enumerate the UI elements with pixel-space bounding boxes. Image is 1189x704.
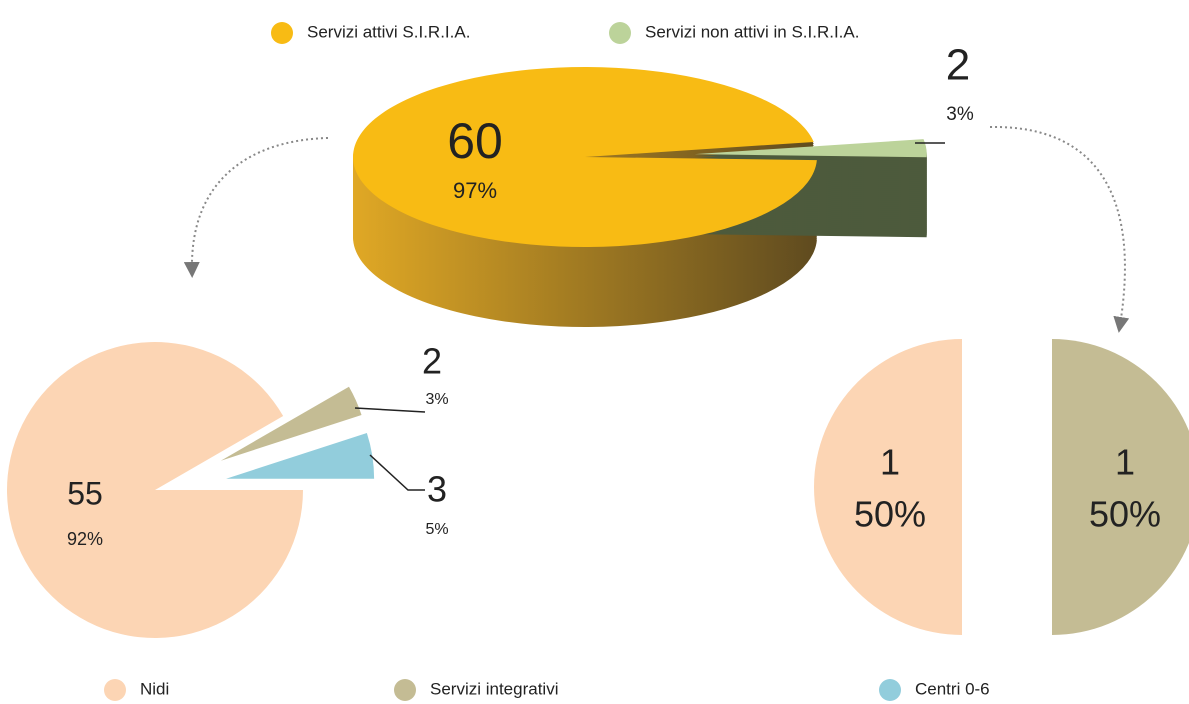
legend-swatch [609, 22, 631, 44]
pie-slice [694, 139, 927, 158]
pie-slice [814, 339, 962, 635]
legend-label: Servizi attivi S.I.R.I.A. [307, 22, 470, 41]
legend-swatch [394, 679, 416, 701]
arrow [183, 137, 329, 278]
percentage-label: 5% [425, 521, 448, 538]
legend-swatch [271, 22, 293, 44]
legend-label: Centri 0-6 [915, 679, 990, 698]
percentage-label: 97% [453, 178, 497, 203]
value-label: 1 [880, 442, 900, 483]
value-label: 3 [427, 469, 447, 510]
arrow [989, 125, 1130, 333]
value-label: 2 [946, 41, 970, 90]
leader-line [354, 407, 426, 413]
percentage-label: 3% [946, 104, 974, 125]
percentage-label: 3% [425, 391, 448, 408]
legend-swatch [104, 679, 126, 701]
percentage-label: 50% [1089, 494, 1161, 535]
pie-slice [220, 386, 362, 461]
value-label: 1 [1115, 442, 1135, 483]
legend-swatch [879, 679, 901, 701]
pie-slice [353, 66, 817, 247]
pie-slice [226, 433, 375, 479]
charts: 60 97% 2 3% Servizi attivi S.I.R.I.A. Servizi… [6, 22, 1189, 701]
leader-line [369, 454, 425, 491]
percentage-label: 92% [67, 529, 103, 549]
legend-label: Servizi non attivi in S.I.R.I.A. [645, 22, 859, 41]
pie-slice [1052, 339, 1189, 635]
pie-slice [6, 341, 304, 638]
value-label: 2 [422, 341, 442, 382]
value-label: 60 [447, 113, 503, 169]
percentage-label: 50% [854, 494, 926, 535]
legend-label: Servizi integrativi [430, 679, 559, 698]
legend-label: Nidi [140, 679, 169, 698]
value-label: 55 [67, 475, 103, 511]
